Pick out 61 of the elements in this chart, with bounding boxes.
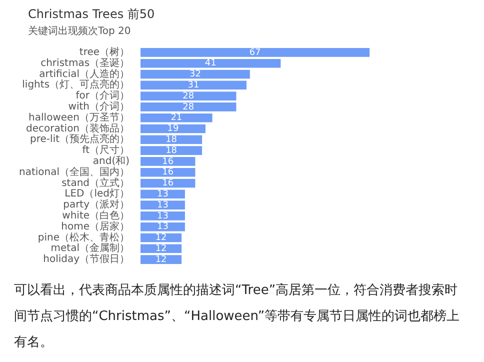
y-tick-label: for（介词）: [76, 90, 130, 102]
y-tick-label: and(和): [92, 155, 130, 168]
y-tick-label: LED（led灯）: [64, 188, 130, 200]
bar: [140, 80, 246, 90]
data-label: 18: [166, 146, 178, 156]
bar: [140, 102, 236, 112]
bar: [140, 212, 185, 220]
bar: [140, 70, 250, 79]
data-label: 28: [182, 91, 194, 102]
data-label: 12: [155, 233, 167, 244]
y-tick-label: halloween（万圣节）: [28, 111, 130, 124]
y-tick-label: party（派对）: [63, 198, 130, 211]
data-label: 19: [167, 124, 179, 134]
data-label: 16: [162, 178, 174, 189]
bar: [140, 113, 212, 122]
bar: [140, 244, 182, 254]
bar: [140, 146, 202, 155]
y-tick-label: white（白色）: [62, 210, 130, 222]
data-label: 16: [162, 156, 174, 167]
bar: [140, 222, 185, 232]
bar: [140, 157, 196, 166]
bar: [140, 255, 182, 264]
data-label: 32: [189, 70, 201, 80]
bar: [140, 58, 281, 68]
data-label: 12: [155, 244, 167, 254]
data-label: 31: [188, 80, 200, 90]
y-tick-label: holiday（节假日）: [43, 253, 130, 266]
y-tick-label: national（全国、国内）: [18, 166, 130, 178]
data-label: 13: [157, 211, 168, 222]
chart-subtitle: 关键词出现频次Top 20: [28, 24, 131, 38]
y-tick-label: ft（尺寸）: [82, 144, 130, 156]
data-label: 13: [157, 189, 168, 200]
data-label: 28: [182, 102, 194, 112]
y-tick-label: tree（树）: [79, 46, 130, 58]
bar: [140, 168, 196, 177]
data-label: 67: [249, 48, 261, 58]
chart-title: Christmas Trees 前50: [28, 6, 155, 23]
y-tick-label: pine（松木、青松）: [38, 231, 130, 244]
bar: [140, 48, 370, 57]
y-tick-label: pre-lit（预先点亮的）: [30, 133, 130, 146]
data-label: 21: [170, 113, 182, 124]
data-label: 16: [162, 168, 174, 178]
bar: [140, 200, 185, 210]
data-label: 12: [155, 254, 167, 265]
y-tick-label: lights（灯、可点亮的）: [22, 78, 130, 91]
data-label: 41: [204, 58, 216, 69]
y-tick-label: stand（立式）: [62, 176, 130, 189]
data-label: 13: [157, 222, 168, 232]
text: 可以看出，代表商品本质属性的描述词“Tree”高居第一位，符合消费者搜索时间节点习惯的“Christmas”、“Halloween”等带有专属节日属性的词也都榜上有名。: [14, 282, 461, 352]
y-tick-label: with（介词）: [68, 100, 130, 113]
data-label: 13: [157, 200, 168, 210]
y-tick-label: decoration（装饰品）: [26, 122, 130, 134]
y-tick-label: artificial（人造的）: [39, 68, 130, 80]
bar: [140, 92, 236, 100]
bar: [140, 190, 185, 199]
y-tick-label: home（居家）: [61, 220, 130, 232]
data-label: 18: [166, 134, 178, 145]
bar: [140, 124, 206, 134]
y-tick-label: metal（金属制）: [50, 242, 130, 254]
bar: [140, 135, 202, 144]
y-tick-label: christmas（圣诞）: [40, 56, 130, 69]
